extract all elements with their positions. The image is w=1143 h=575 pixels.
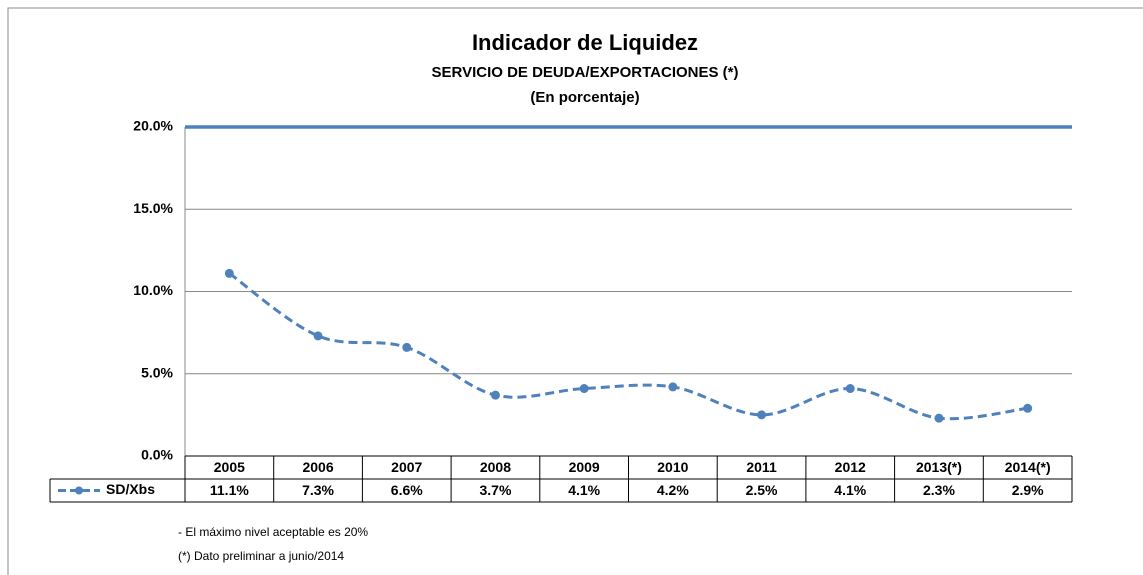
data-label: 4.1% [568, 482, 600, 498]
x-tick-label: 2007 [391, 459, 422, 475]
y-tick-label: 0.0% [141, 447, 173, 463]
data-point [313, 331, 323, 341]
data-point [757, 410, 767, 420]
data-label: 4.2% [657, 482, 689, 498]
x-tick-label: 2008 [480, 459, 511, 475]
series-line [228, 272, 1028, 421]
data-point [579, 384, 589, 394]
data-label: 2.3% [923, 482, 955, 498]
data-point [1023, 403, 1033, 413]
note: (*) Dato preliminar a junio/2014 [178, 549, 344, 563]
data-point [934, 413, 944, 423]
x-tick-label: 2010 [657, 459, 688, 475]
note: - El máximo nivel aceptable es 20% [178, 525, 368, 539]
x-tick-label: 2006 [302, 459, 333, 475]
y-tick-label: 10.0% [133, 282, 173, 298]
data-label: 2.9% [1012, 482, 1044, 498]
data-point [402, 342, 412, 352]
data-label: 4.1% [834, 482, 866, 498]
data-label: 11.1% [210, 482, 249, 498]
x-tick-label: 2012 [835, 459, 866, 475]
y-tick-label: 20.0% [133, 118, 173, 134]
legend-label: SD/Xbs [106, 481, 155, 497]
data-point [224, 268, 234, 278]
data-point [490, 390, 500, 400]
x-tick-label: 2014(*) [1005, 459, 1051, 475]
chart-subtitle: (En porcentaje) [530, 89, 639, 106]
x-tick-label: 2013(*) [916, 459, 962, 475]
x-tick-label: 2011 [746, 459, 777, 475]
data-label: 7.3% [302, 482, 334, 498]
data-label: 2.5% [746, 482, 778, 498]
chart-title: Indicador de Liquidez [472, 30, 698, 55]
data-point [845, 384, 855, 394]
data-point [668, 382, 678, 392]
data-label: 3.7% [479, 482, 511, 498]
legend-marker [75, 486, 83, 495]
y-tick-label: 5.0% [141, 364, 173, 380]
chart-subtitle: SERVICIO DE DEUDA/EXPORTACIONES (*) [432, 64, 739, 81]
x-tick-label: 2009 [569, 459, 600, 475]
y-tick-label: 15.0% [133, 200, 173, 216]
x-tick-label: 2005 [214, 459, 245, 475]
data-label: 6.6% [391, 482, 423, 498]
